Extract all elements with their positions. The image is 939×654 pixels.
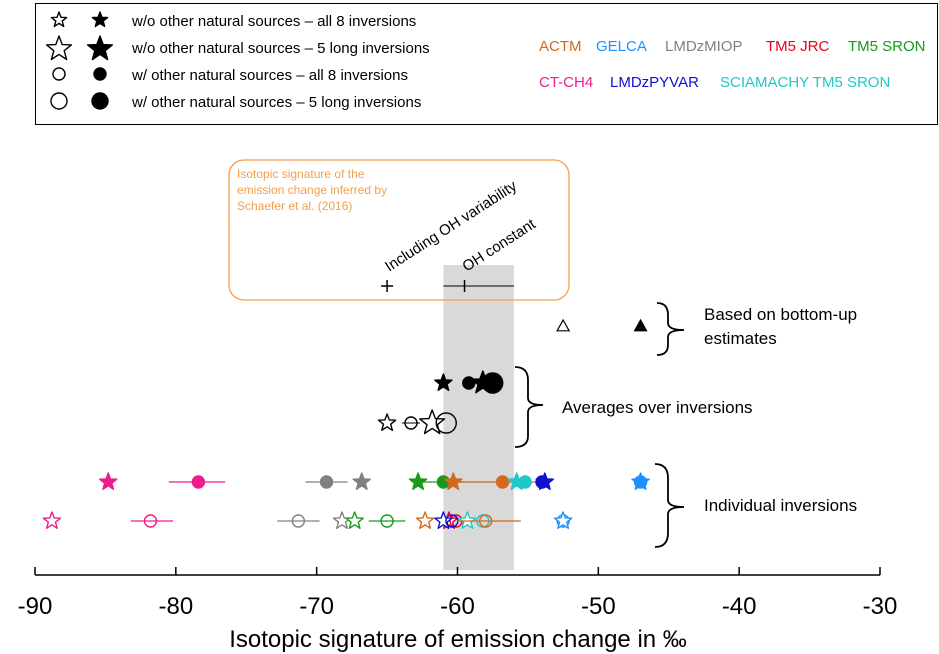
individual-open-star-7 [415, 511, 435, 529]
model-tm5-sron: TM5 SRON [848, 38, 926, 55]
average-open-circle-4 [435, 412, 457, 434]
model-tm5-jrc: TM5 JRC [766, 38, 830, 55]
x-axis-label: Isotopic signature of emission change in… [229, 626, 687, 653]
legend-label-3: w/ other natural sources – all 8 inversi… [131, 67, 408, 84]
legend-symbol-filled-2 [86, 35, 114, 61]
x-tick-label-7: -30 [863, 593, 898, 620]
individual-open-circle-2 [143, 514, 158, 528]
individual-open-star-12 [458, 511, 477, 529]
x-tick-label-3: -70 [299, 593, 334, 620]
individual-filled-circle-8 [495, 475, 510, 489]
schaefer-caption-line-2: emission change inferred by [237, 183, 387, 197]
legend-label-2: w/o other natural sources – 5 long inver… [131, 40, 430, 57]
data-marks [42, 318, 650, 529]
bottom-up-label: Based on bottom-up estimates [704, 305, 862, 348]
individual-open-circle-3 [291, 514, 306, 528]
legend-symbol-open-3 [52, 67, 66, 81]
schaefer-marks [381, 280, 514, 292]
brace-bottom-up [656, 302, 685, 356]
average-open-circle-2 [404, 416, 418, 430]
x-axis-ticks: -90 -80 -70 -60 -50 -40 -30 [18, 567, 898, 620]
bottom-up-filled-triangle [633, 318, 648, 332]
model-lmdzmiop: LMDzMIOP [665, 38, 743, 55]
legend-symbols [45, 11, 114, 110]
label-including-oh-variability: Including OH variability [382, 177, 520, 275]
individual-filled-star-14 [631, 472, 650, 490]
model-ct-ch4: CT-CH4 [539, 74, 593, 91]
average-open-star-1 [377, 413, 397, 431]
individual-label: Individual inversions [704, 496, 857, 515]
schaefer-box [228, 159, 570, 301]
x-tick-label-5: -50 [581, 593, 616, 620]
individual-open-star-5 [345, 511, 364, 529]
x-tick-label-6: -40 [722, 593, 757, 620]
individual-filled-circle-3 [319, 475, 334, 489]
legend-label-4: w/ other natural sources – 5 long invers… [131, 94, 421, 111]
legend-frame [35, 3, 938, 125]
individual-open-circle-6 [380, 514, 394, 528]
x-tick-label-1: -90 [18, 593, 53, 620]
individual-filled-circle-2 [191, 475, 206, 489]
model-gelca: GELCA [596, 38, 647, 55]
individual-open-circle-14 [478, 514, 493, 528]
individual-filled-circle-10 [518, 475, 532, 489]
model-lmdzpyvar: LMDzPYVAR [610, 74, 699, 91]
individual-open-star-1 [42, 511, 62, 529]
model-sciamachy: SCIAMACHY TM5 SRON [720, 74, 890, 91]
individual-filled-star-1 [98, 472, 118, 490]
individual-filled-star-7 [444, 472, 463, 490]
individual-open-star-16 [553, 511, 573, 529]
average-filled-star-1 [434, 373, 453, 391]
legend-symbol-open-1 [50, 11, 68, 28]
averages-label: Averages over inversions [562, 398, 753, 417]
x-tick-label-2: -80 [158, 593, 193, 620]
schaefer-caption: Isotopic signature of the emission chang… [237, 167, 390, 213]
legend-symbol-open-2 [45, 35, 73, 61]
bottom-up-open-triangle [556, 318, 571, 332]
schaefer-caption-line-1: Isotopic signature of the [237, 167, 365, 181]
brace-averages [514, 366, 544, 448]
individual-filled-star-4 [352, 472, 371, 490]
brace-individual [654, 463, 685, 548]
average-open-star-3 [419, 409, 446, 435]
average-filled-circle-4 [482, 372, 504, 394]
individual-open-star-10 [434, 511, 453, 529]
x-tick-label-4: -60 [440, 593, 475, 620]
legend-symbol-filled-3 [93, 67, 107, 81]
bottom-up-label-line-2: estimates [704, 329, 777, 348]
schaefer-caption-line-3: Schaefer et al. (2016) [237, 199, 352, 213]
bottom-up-label-line-1: Based on bottom-up [704, 305, 857, 324]
individual-filled-star-12 [535, 472, 555, 490]
legend-label-1: w/o other natural sources – all 8 invers… [131, 13, 416, 30]
model-actm: ACTM [539, 38, 582, 55]
legend-symbol-open-4 [50, 92, 68, 110]
legend-symbol-filled-4 [91, 92, 109, 110]
legend-symbol-filled-1 [91, 11, 109, 28]
individual-filled-star-5 [408, 472, 428, 490]
